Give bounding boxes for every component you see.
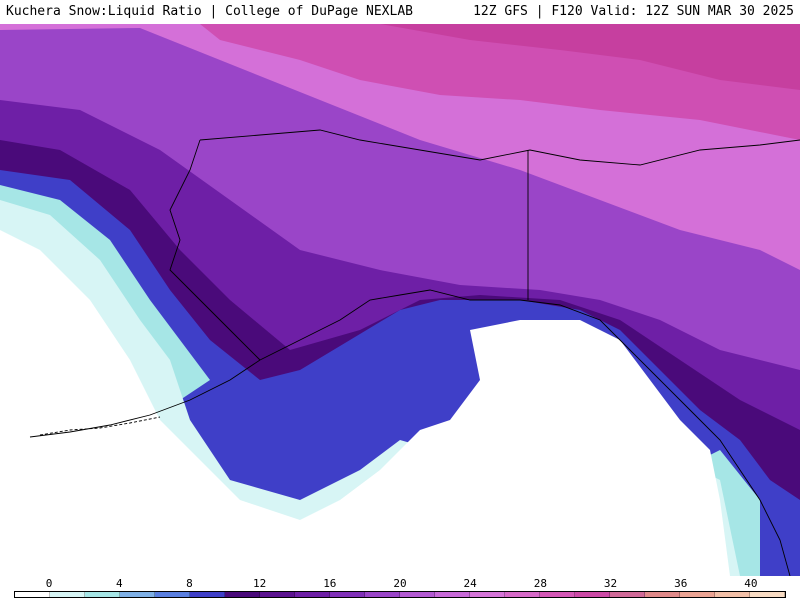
shading-ocean-white [0,230,730,576]
color-scale-swatch [225,592,260,597]
color-scale-swatch [85,592,120,597]
color-scale-swatch [505,592,540,597]
color-scale-swatch [50,592,85,597]
color-scale-swatch [155,592,190,597]
color-scale-swatch [365,592,400,597]
product-title: Kuchera Snow:Liquid Ratio | College of D… [6,4,413,19]
color-scale-swatch [190,592,225,597]
color-scale-swatch [435,592,470,597]
color-scale-tick-label: 20 [393,577,407,590]
color-scale-swatch [295,592,330,597]
color-scale-tick-label: 12 [253,577,267,590]
alaska-west-coast [169,139,261,361]
shading-arctic-pink-2 [380,24,800,90]
color-scale-ticks: 0 4 8 12 16 20 24 28 32 36 40 [0,576,800,590]
color-scale-swatch [15,592,50,597]
color-scale-tick-label: 28 [533,577,547,590]
color-scale-swatch [610,592,645,597]
color-scale-bar [14,591,786,598]
alaska-south-coast [259,289,791,576]
color-scale-tick-label: 0 [45,577,53,590]
map-panel [0,24,800,576]
color-scale-tick-label: 32 [603,577,618,590]
color-scale-swatch [330,592,365,597]
color-scale-swatch [540,592,575,597]
color-scale-tick-label: 8 [186,577,193,590]
color-scale-swatch [715,592,750,597]
color-scale: 0 4 8 12 16 20 24 28 32 36 40 [0,576,800,600]
color-scale-swatch [575,592,610,597]
model-valid-time: 12Z GFS | F120 Valid: 12Z SUN MAR 30 202… [473,4,794,19]
aleutians [39,416,161,436]
color-scale-tick-label: 4 [115,577,123,590]
color-scale-swatch [400,592,435,597]
map-header: Kuchera Snow:Liquid Ratio | College of D… [0,0,800,24]
color-scale-swatch [680,592,715,597]
snow-ratio-map [0,24,800,576]
color-scale-tick-label: 40 [744,577,758,590]
color-scale-swatch [120,592,155,597]
shading-ocean-white-2 [0,300,180,576]
alaska-north-coast [199,129,800,166]
color-scale-swatch [645,592,680,597]
color-scale-tick-label: 24 [463,577,477,590]
coastlines [29,129,800,576]
color-scale-swatch [750,592,785,597]
color-scale-swatch [470,592,505,597]
alaska-peninsula [29,359,261,438]
color-scale-swatch [260,592,295,597]
color-scale-tick-label: 36 [674,577,688,590]
color-scale-tick-label: 16 [323,577,337,590]
